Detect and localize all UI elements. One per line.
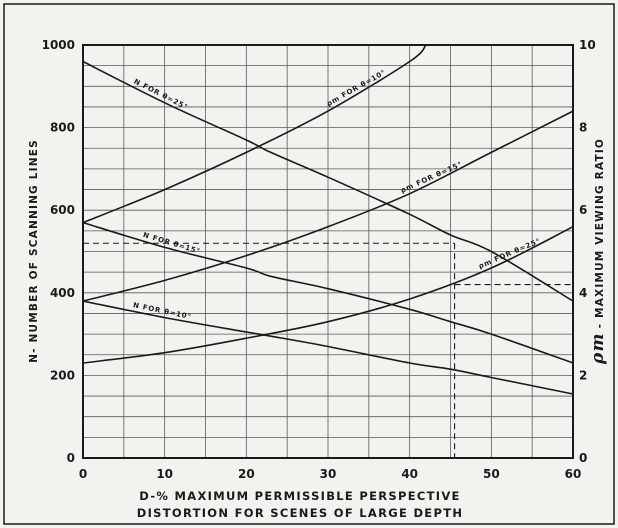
y-right-tick-label: 8: [579, 121, 587, 135]
series-line-5: [82, 225, 574, 364]
x-tick-label: 60: [565, 467, 582, 481]
outer-frame: [3, 3, 615, 525]
plot-frame: [82, 44, 574, 459]
x-tick-label: 50: [483, 467, 500, 481]
series-line-4: [82, 110, 574, 302]
series-line-0: [82, 60, 574, 302]
curve-label-0: N FOR θ=25°: [133, 77, 190, 111]
y-left-tick-label: 1000: [42, 38, 75, 52]
series-line-2: [82, 300, 574, 395]
x-tick-label: 0: [79, 467, 87, 481]
series-lines: [82, 44, 574, 395]
series-line-3: [82, 44, 427, 224]
y-right-axis-title-text: - MAXIMUM VIEWING RATIO: [594, 138, 606, 328]
x-axis-title-line-1: D-% MAXIMUM PERMISSIBLE PERSPECTIVE: [139, 489, 460, 503]
y-left-axis-title: N- NUMBER OF SCANNING LINES: [28, 139, 40, 363]
y-left-tick-label: 0: [67, 451, 75, 465]
y-right-axis-title-group: ρm - MAXIMUM VIEWING RATIO: [588, 138, 608, 365]
y-left-tick-label: 800: [50, 121, 75, 135]
rho-m-symbol: ρm: [588, 332, 608, 365]
y-right-axis-title: ρm - MAXIMUM VIEWING RATIO: [588, 138, 608, 365]
curve-label-2: N FOR θ=10°: [132, 301, 192, 321]
y-right-tick-label: 4: [579, 286, 587, 300]
curve-label-3: ρm FOR θ=10°: [325, 68, 387, 108]
y-right-tick-label: 10: [579, 38, 596, 52]
y-right-tick-label: 0: [579, 451, 587, 465]
annotations: [83, 242, 573, 458]
x-axis-title-line-2: DISTORTION FOR SCENES OF LARGE DEPTH: [137, 506, 464, 520]
y-right-tick-label: 6: [579, 203, 587, 217]
x-tick-label: 10: [156, 467, 173, 481]
x-tick-label: 20: [238, 467, 255, 481]
y-left-tick-label: 400: [50, 286, 75, 300]
x-tick-label: 30: [320, 467, 337, 481]
y-left-tick-label: 200: [50, 368, 75, 382]
x-tick-label: 40: [401, 467, 418, 481]
y-left-tick-label: 600: [50, 203, 75, 217]
y-right-tick-label: 2: [579, 368, 587, 382]
series-line-1: [82, 221, 574, 364]
